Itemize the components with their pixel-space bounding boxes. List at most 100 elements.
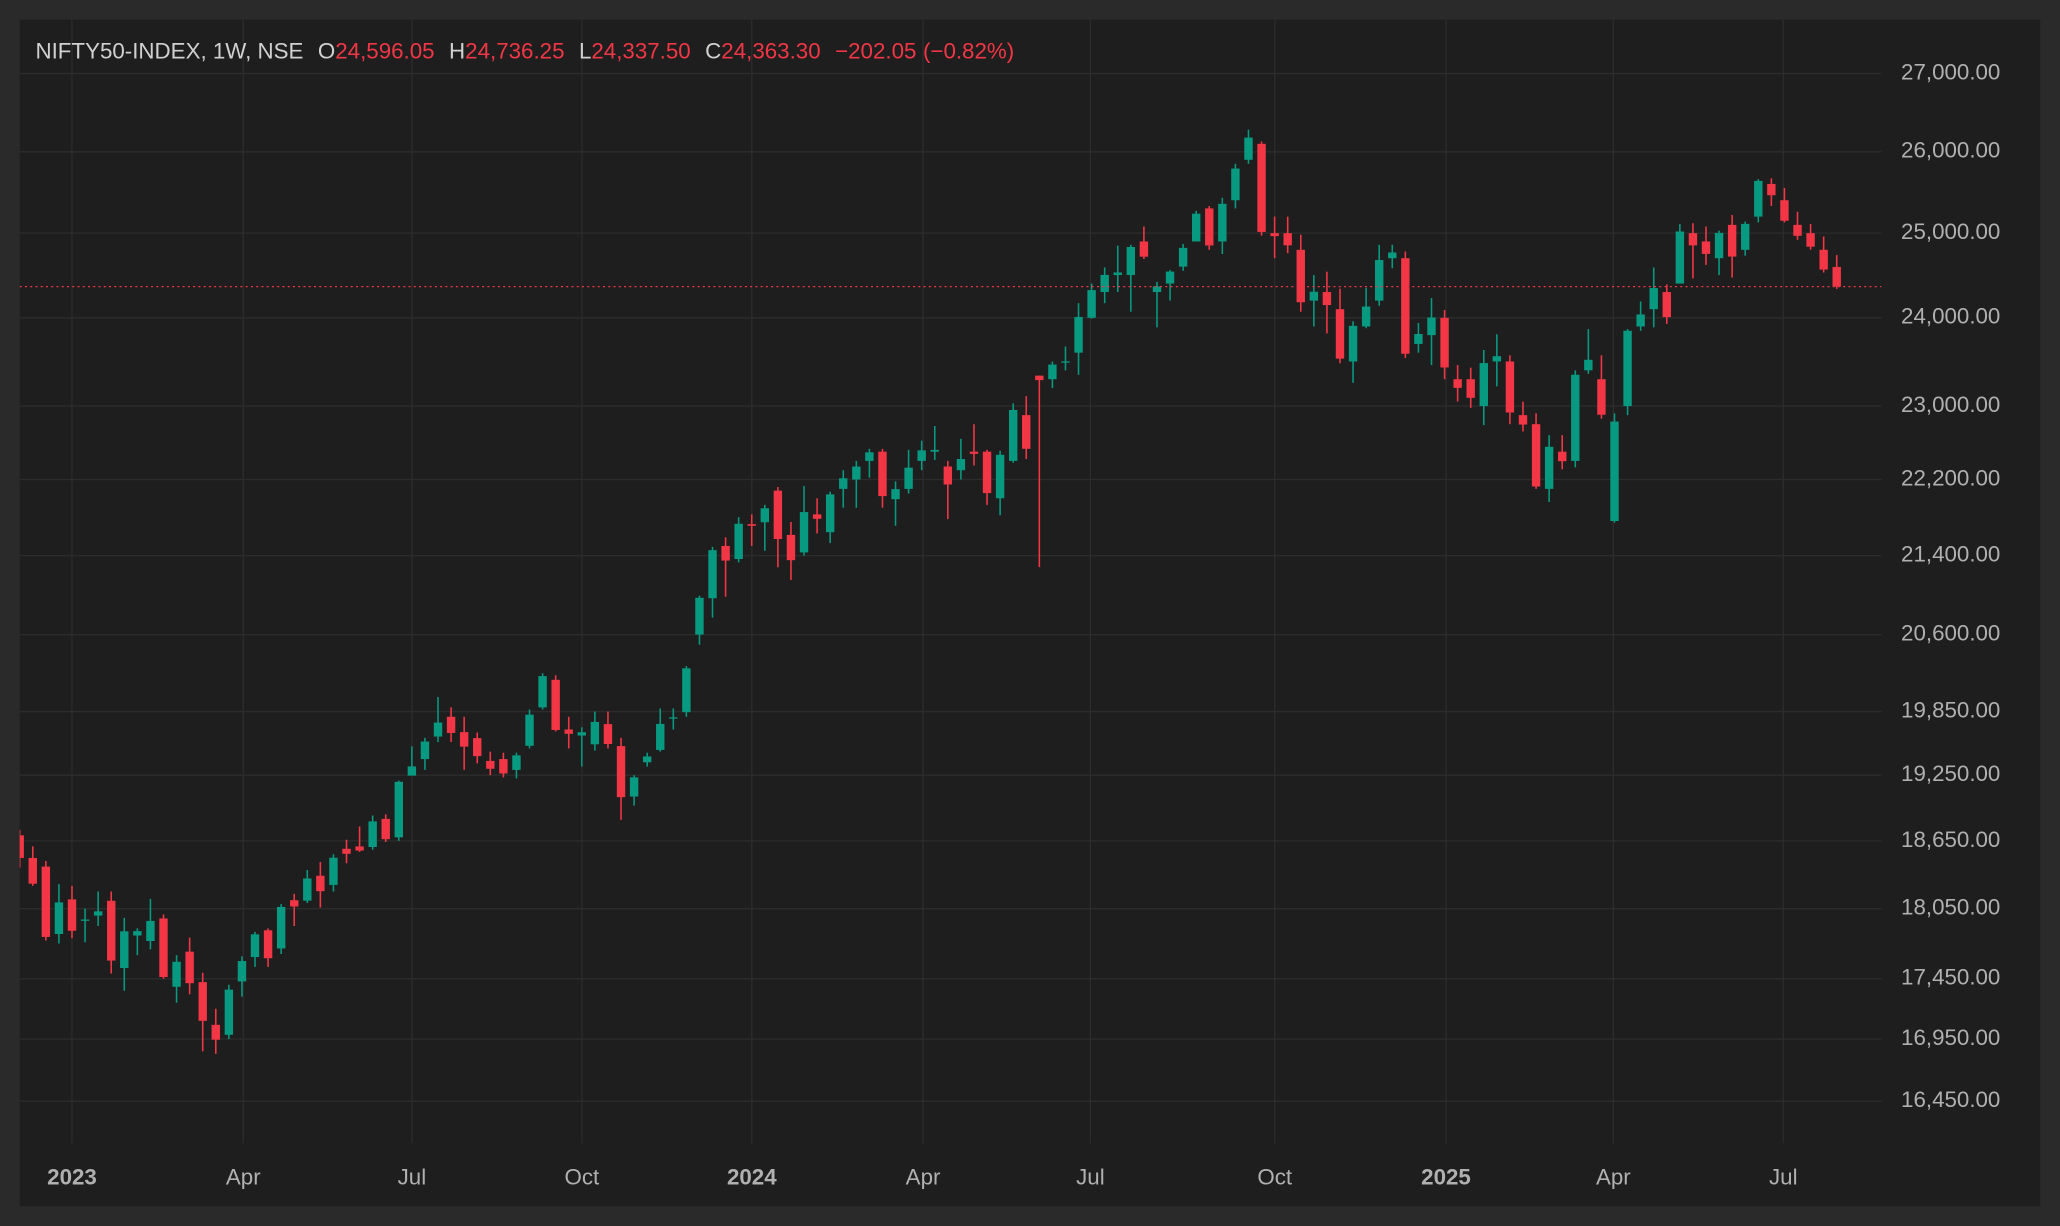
candle-body xyxy=(982,451,992,494)
x-tick-label: Oct xyxy=(564,1165,600,1190)
x-tick-label: 2024 xyxy=(727,1165,777,1190)
candle-body xyxy=(80,919,90,921)
candle-body xyxy=(786,534,796,561)
candle-body xyxy=(891,489,900,500)
candle-body xyxy=(1584,359,1593,371)
candle-body xyxy=(263,930,273,959)
legend-value: 24,736.25 xyxy=(465,38,564,63)
candle-body xyxy=(1492,356,1502,362)
candle-body xyxy=(616,746,626,798)
candle-body xyxy=(1767,183,1776,196)
candle-body xyxy=(512,755,521,770)
y-tick-label: 18,050.00 xyxy=(1901,895,2000,920)
x-tick-label: Jul xyxy=(398,1165,427,1190)
candle-body xyxy=(93,911,103,916)
grid xyxy=(19,19,1882,1144)
candle-body xyxy=(1727,224,1737,257)
candle-body xyxy=(747,524,756,526)
axes: 27,000.00 26,000.00 25,000.00 24,000.00 23,0… xyxy=(47,59,2000,1189)
candle-body xyxy=(1832,266,1841,287)
candle-body xyxy=(1139,241,1149,257)
candle-body xyxy=(721,545,730,561)
candle-body xyxy=(538,676,547,708)
candle-body xyxy=(1414,334,1423,344)
x-tick-label: Oct xyxy=(1257,1165,1293,1190)
candle-body xyxy=(1322,292,1332,306)
candle-body xyxy=(656,723,665,750)
candle-body xyxy=(1662,292,1671,318)
candle-body xyxy=(799,512,809,553)
candle-body xyxy=(1244,137,1253,160)
candle-body xyxy=(1636,314,1645,327)
candle-body xyxy=(878,451,887,497)
candle-body xyxy=(1793,224,1802,236)
candle-body xyxy=(1806,233,1815,247)
candle-body xyxy=(1205,208,1214,246)
candle-body xyxy=(459,732,469,747)
candle-body xyxy=(28,857,37,884)
candle-body xyxy=(852,466,861,480)
candle-body xyxy=(1348,325,1358,362)
candle-body xyxy=(172,961,181,987)
candle-body xyxy=(760,508,770,523)
candle-body xyxy=(839,478,848,489)
candle-body xyxy=(682,668,691,713)
candle-body xyxy=(1741,223,1750,250)
candle-body xyxy=(1780,200,1789,221)
candle-body xyxy=(956,459,966,471)
candle-body xyxy=(355,846,364,851)
candle-body xyxy=(237,961,247,982)
candle-body xyxy=(211,1024,220,1040)
legend-value: 24,363.30 xyxy=(721,38,820,63)
y-tick-label: 21,400.00 xyxy=(1901,542,2000,567)
candle-body xyxy=(446,716,456,733)
candle-body xyxy=(825,494,835,533)
candle-body xyxy=(1453,379,1462,388)
y-tick-label: 23,000.00 xyxy=(1901,392,2000,417)
candle-body xyxy=(342,848,351,854)
candle-body xyxy=(107,900,116,961)
y-tick-label: 16,950.00 xyxy=(1901,1025,2000,1050)
candle-body xyxy=(1191,213,1201,242)
candle-body xyxy=(1100,274,1109,293)
candle-body xyxy=(499,759,508,774)
candle-body xyxy=(1152,286,1162,293)
legend-value: 24,596.05 xyxy=(335,38,434,63)
candle-body xyxy=(1231,168,1240,201)
candle-body xyxy=(185,951,194,984)
candle-body xyxy=(1649,288,1658,310)
y-tick-label: 26,000.00 xyxy=(1901,138,2000,163)
candle-body xyxy=(1714,232,1724,259)
y-tick-label: 20,600.00 xyxy=(1901,621,2000,646)
legend-change: −202.05 xyxy=(835,38,916,63)
x-tick-label: Apr xyxy=(1596,1165,1631,1190)
candle-body xyxy=(433,722,443,737)
x-tick-label: Jul xyxy=(1769,1165,1798,1190)
candle-body xyxy=(1296,249,1305,303)
candle-body xyxy=(1335,309,1345,359)
candle-body xyxy=(120,931,129,969)
candle-body xyxy=(1257,143,1266,232)
candle-body xyxy=(1087,290,1096,318)
candle-body xyxy=(669,717,678,719)
y-tick-label: 24,000.00 xyxy=(1901,304,2000,329)
candle-body xyxy=(276,906,286,949)
legend-key: L xyxy=(579,38,591,63)
x-tick-label: Jul xyxy=(1076,1165,1105,1190)
candle-body xyxy=(1531,424,1541,487)
candle-body xyxy=(19,835,24,858)
x-tick-label: Apr xyxy=(906,1165,941,1190)
candle-body xyxy=(1309,291,1319,301)
legend-key: H xyxy=(449,38,465,63)
candle-body xyxy=(1479,363,1488,407)
legend-value: 24,337.50 xyxy=(591,38,690,63)
candle-body xyxy=(1361,306,1371,327)
candle-body xyxy=(812,514,822,519)
candle-body xyxy=(1544,446,1554,489)
candle-body xyxy=(629,777,639,797)
candle-body xyxy=(642,756,652,763)
legend-key: C xyxy=(705,38,721,63)
y-tick-label: 19,850.00 xyxy=(1901,697,2000,722)
candle-body xyxy=(1610,421,1619,522)
candle-body xyxy=(917,450,926,461)
